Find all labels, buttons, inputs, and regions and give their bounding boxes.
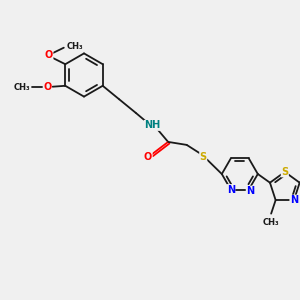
Text: O: O — [43, 82, 51, 92]
Text: CH₃: CH₃ — [263, 218, 279, 227]
Text: O: O — [45, 50, 53, 60]
Text: S: S — [281, 167, 288, 177]
Text: S: S — [200, 152, 207, 163]
Text: N: N — [290, 195, 298, 205]
Text: N: N — [227, 184, 235, 195]
Text: CH₃: CH₃ — [13, 83, 30, 92]
Text: NH: NH — [144, 120, 160, 130]
Text: N: N — [246, 186, 254, 196]
Text: CH₃: CH₃ — [66, 42, 83, 51]
Text: O: O — [144, 152, 152, 162]
